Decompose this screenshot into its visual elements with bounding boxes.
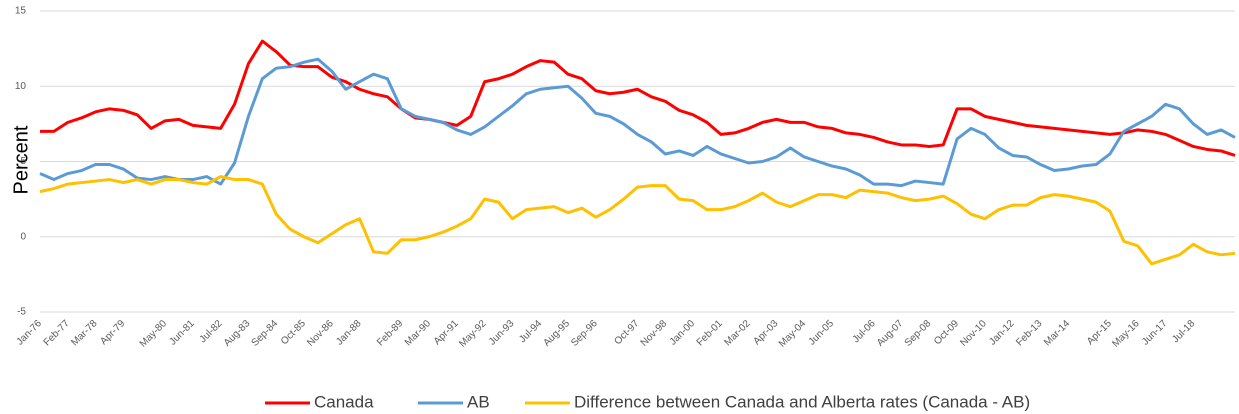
x-tick-label: Feb-13 — [1014, 318, 1044, 348]
x-tick-label: Nov-10 — [958, 318, 989, 349]
x-tick-label: Jun-81 — [167, 318, 197, 348]
y-tick-label: -5 — [17, 307, 26, 318]
x-tick-label: May-80 — [138, 318, 170, 350]
x-tick-label: Jun-05 — [807, 318, 837, 348]
y-tick-label: 5 — [20, 156, 26, 167]
x-tick-label: Jan-00 — [668, 318, 698, 348]
x-tick-label: Sep-96 — [569, 318, 600, 349]
x-tick-label: Apr-15 — [1085, 318, 1114, 347]
x-tick-label: Jan-88 — [334, 318, 364, 348]
series-line — [40, 39, 1236, 157]
x-tick-label: Oct-09 — [932, 318, 961, 347]
x-tick-label: Aug-07 — [875, 318, 906, 349]
x-tick-label: Jun-93 — [487, 318, 517, 348]
y-tick-label: 0 — [20, 231, 26, 242]
x-tick-label: Apr-79 — [98, 318, 127, 347]
y-axis-label: Percent — [10, 125, 32, 194]
x-tick-label: May-16 — [1110, 318, 1142, 350]
x-tick-label: Nov-98 — [639, 318, 670, 349]
x-tick-label: Aug-83 — [222, 318, 253, 349]
x-tick-label: Mar-78 — [69, 318, 99, 348]
y-tick-label: 15 — [15, 6, 27, 17]
x-tick-label: Mar-02 — [722, 318, 752, 348]
x-tick-label: Jun-17 — [1140, 318, 1170, 348]
x-tick-label: Apr-91 — [432, 318, 461, 347]
x-tick-label: Jan-12 — [987, 318, 1017, 348]
y-tick-label: 10 — [15, 81, 27, 92]
x-tick-label: May-04 — [777, 318, 809, 350]
x-tick-label: Apr-03 — [751, 318, 780, 347]
x-tick-label: Mar-90 — [403, 318, 433, 348]
x-tick-label: Nov-86 — [305, 318, 336, 349]
x-tick-label: Aug-95 — [541, 318, 572, 349]
x-tick-label: Jul-18 — [1170, 318, 1197, 345]
legend-label: Difference between Canada and Alberta ra… — [574, 392, 1030, 411]
legend-label: Canada — [314, 392, 374, 411]
legend-label: AB — [467, 392, 490, 411]
series-line — [39, 175, 1236, 266]
x-tick-label: Sep-84 — [250, 318, 281, 349]
x-tick-label: Feb-89 — [375, 318, 405, 348]
x-tick-label: Feb-01 — [695, 318, 725, 348]
x-tick-label: May-92 — [457, 318, 489, 350]
x-tick-label: Feb-77 — [42, 318, 72, 348]
x-tick-label: Oct-85 — [279, 318, 308, 347]
x-tick-label: Oct-97 — [612, 318, 641, 347]
x-tick-label: Jan-76 — [15, 318, 45, 348]
series-line — [39, 57, 1236, 188]
x-tick-label: Mar-14 — [1042, 318, 1072, 348]
x-tick-label: Sep-08 — [903, 318, 934, 349]
